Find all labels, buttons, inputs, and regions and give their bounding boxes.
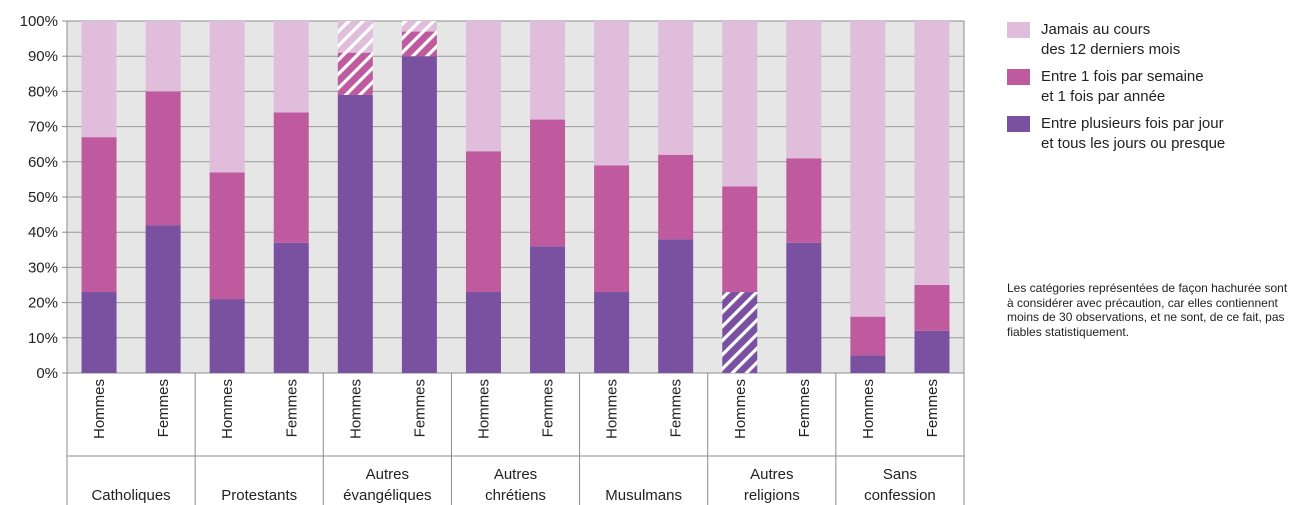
bar-segment-catholiques-femmes-s0	[146, 225, 181, 373]
bar-segment-autres-chretiens-hommes-s1	[466, 151, 501, 292]
bar-segment-sans-confession-femmes-s0	[914, 331, 949, 373]
bar-segment-autres-evangeliques-femmes-s2	[402, 21, 437, 32]
bar-segment-catholiques-hommes-s2	[82, 21, 117, 137]
y-tick-label: 100%	[20, 13, 58, 30]
x-tick-label: Femmes	[155, 379, 172, 437]
x-tick-label: Hommes	[91, 379, 108, 439]
bar-segment-autres-chretiens-femmes-s0	[530, 246, 565, 373]
bar-segment-autres-religions-hommes-s0	[722, 292, 757, 373]
y-axis-ticks: 0% 10% 20% 30% 40% 50% 60% 70% 80% 90% 100%	[20, 13, 67, 382]
legend: Jamais au cours des 12 derniers mois Ent…	[1007, 20, 1292, 161]
bar-segment-catholiques-femmes-s2	[146, 21, 181, 91]
bar-segment-autres-religions-femmes-s1	[786, 158, 821, 242]
bar-segment-sans-confession-femmes-s1	[914, 285, 949, 331]
bar-segment-protestants-femmes-s2	[274, 21, 309, 113]
bar-segment-sans-confession-femmes-s2	[914, 21, 949, 285]
group-label-protestants: Protestants	[221, 487, 297, 504]
bar-segment-catholiques-femmes-s1	[146, 91, 181, 225]
legend-item: Entre 1 fois par semaine et 1 fois par a…	[1007, 67, 1292, 107]
bar-segment-sans-confession-hommes-s0	[850, 355, 885, 373]
x-tick-label: Femmes	[796, 379, 813, 437]
x-tick-label: Hommes	[732, 379, 749, 439]
x-tick-label: Femmes	[411, 379, 428, 437]
group-label-musulmans: Musulmans	[605, 487, 682, 504]
bar-segment-autres-religions-femmes-s0	[786, 243, 821, 373]
group-label-sans-confession: Sans	[883, 466, 917, 483]
y-tick-label: 30%	[28, 259, 58, 276]
x-tick-label: Femmes	[668, 379, 685, 437]
group-label-autres-evangeliques: Autres	[366, 466, 409, 483]
bar-segment-musulmans-femmes-s0	[658, 239, 693, 373]
group-label-catholiques: Catholiques	[91, 487, 170, 504]
x-tick-label: Hommes	[347, 379, 364, 439]
bar-segment-autres-evangeliques-femmes-s1	[402, 32, 437, 57]
bar-segment-musulmans-hommes-s0	[594, 292, 629, 373]
bar-segment-protestants-hommes-s2	[210, 21, 245, 172]
bar-segment-autres-chretiens-femmes-s2	[530, 21, 565, 120]
group-label-sans-confession: confession	[864, 487, 936, 504]
legend-item: Entre plusieurs fois par jour et tous le…	[1007, 114, 1292, 154]
y-tick-label: 90%	[28, 48, 58, 65]
x-tick-label: Hommes	[219, 379, 236, 439]
x-tick-label: Hommes	[860, 379, 877, 439]
x-tick-label: Femmes	[924, 379, 941, 437]
bar-segment-autres-chretiens-femmes-s1	[530, 120, 565, 247]
bar-segment-catholiques-hommes-s0	[82, 292, 117, 373]
bar-segment-sans-confession-hommes-s2	[850, 21, 885, 317]
y-tick-label: 10%	[28, 330, 58, 347]
x-tick-label: Hommes	[475, 379, 492, 439]
y-tick-label: 60%	[28, 154, 58, 171]
bar-segment-catholiques-hommes-s1	[82, 137, 117, 292]
bar-segment-musulmans-femmes-s2	[658, 21, 693, 155]
legend-swatch-quotidien	[1007, 116, 1030, 132]
bar-segment-sans-confession-hommes-s1	[850, 317, 885, 356]
bar-segment-protestants-femmes-s0	[274, 243, 309, 373]
y-tick-label: 20%	[28, 295, 58, 312]
legend-swatch-jamais	[1007, 22, 1030, 38]
bar-segment-autres-evangeliques-hommes-s1	[338, 53, 373, 95]
x-tick-label: Hommes	[604, 379, 621, 439]
y-tick-label: 50%	[28, 189, 58, 206]
legend-label: Entre plusieurs fois par jour et tous le…	[1041, 114, 1292, 154]
bar-segment-musulmans-femmes-s1	[658, 155, 693, 239]
bar-segment-autres-evangeliques-hommes-s2	[338, 21, 373, 53]
bar-segment-protestants-hommes-s1	[210, 172, 245, 299]
x-tick-label: Femmes	[540, 379, 557, 437]
legend-label: Jamais au cours des 12 derniers mois	[1041, 20, 1292, 60]
group-label-autres-religions: Autres	[750, 466, 793, 483]
bar-segment-protestants-femmes-s1	[274, 113, 309, 243]
group-label-autres-evangeliques: évangéliques	[343, 487, 431, 504]
bar-segment-autres-religions-hommes-s1	[722, 186, 757, 292]
hatching-note: Les catégories représentées de façon hac…	[1007, 281, 1292, 339]
y-tick-label: 70%	[28, 119, 58, 136]
bar-segment-autres-religions-femmes-s2	[786, 21, 821, 158]
y-tick-label: 40%	[28, 224, 58, 241]
bar-segment-musulmans-hommes-s1	[594, 165, 629, 292]
group-label-autres-religions: religions	[744, 487, 800, 504]
bar-segment-musulmans-hommes-s2	[594, 21, 629, 165]
bar-segment-autres-evangeliques-hommes-s0	[338, 95, 373, 373]
legend-item: Jamais au cours des 12 derniers mois	[1007, 20, 1292, 60]
x-tick-label: Femmes	[283, 379, 300, 437]
group-label-autres-chretiens: chrétiens	[485, 487, 546, 504]
bar-segment-autres-religions-hommes-s2	[722, 21, 757, 186]
bar-segment-autres-chretiens-hommes-s0	[466, 292, 501, 373]
group-label-autres-chretiens: Autres	[494, 466, 537, 483]
legend-label: Entre 1 fois par semaine et 1 fois par a…	[1041, 67, 1292, 107]
x-axis: Hommes Femmes Hommes Femmes Hommes Femmes Homm…	[67, 373, 964, 505]
y-tick-label: 80%	[28, 83, 58, 100]
bar-segment-autres-evangeliques-femmes-s0	[402, 56, 437, 373]
y-tick-label: 0%	[36, 365, 58, 382]
legend-swatch-semaine-annee	[1007, 69, 1030, 85]
bar-segment-autres-chretiens-hommes-s2	[466, 21, 501, 151]
bar-segment-protestants-hommes-s0	[210, 299, 245, 373]
